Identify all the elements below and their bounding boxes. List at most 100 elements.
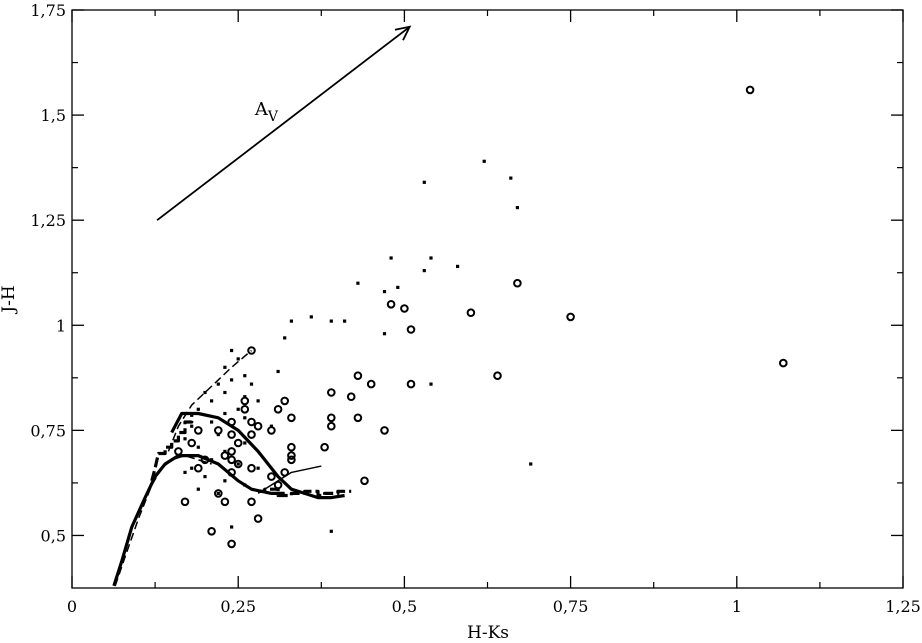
data-point-circle xyxy=(247,430,256,439)
data-point-circle xyxy=(466,308,476,318)
data-point-dot xyxy=(256,399,260,403)
y-axis-title: J-H xyxy=(0,285,19,314)
data-point-circle xyxy=(566,312,575,322)
data-point-circle xyxy=(406,379,416,389)
data-point-circle xyxy=(267,472,276,481)
data-point-circle xyxy=(214,489,223,498)
data-point-circle xyxy=(227,417,236,427)
y-tick-label: 1,25 xyxy=(30,211,66,230)
curves xyxy=(112,349,352,587)
data-point-circle xyxy=(220,451,230,460)
data-point-dot xyxy=(223,365,227,369)
data-point-circle xyxy=(247,463,256,473)
data-point-dot xyxy=(515,206,519,210)
data-point-dot xyxy=(236,462,240,466)
data-point-circle xyxy=(240,396,250,406)
data-point-dot xyxy=(196,445,200,449)
data-point-dot xyxy=(382,290,387,294)
data-point-dot xyxy=(256,466,260,470)
data-point-circle xyxy=(214,426,223,435)
curve-line-dashed-6 xyxy=(167,349,252,452)
data-point-dot xyxy=(289,319,293,323)
data-point-dot xyxy=(230,378,234,382)
data-point-circle xyxy=(327,413,336,423)
y-tick-label: 1,5 xyxy=(41,106,66,125)
points xyxy=(174,85,788,549)
data-point-circle xyxy=(287,455,296,465)
data-point-dot xyxy=(509,176,513,180)
data-point-dot xyxy=(203,390,207,395)
data-point-dot xyxy=(329,319,333,323)
data-point-circle xyxy=(380,426,389,435)
data-point-circle xyxy=(287,413,296,423)
data-point-circle xyxy=(194,463,203,473)
data-point-circle xyxy=(220,497,230,507)
data-point-dot xyxy=(223,479,227,483)
data-point-circle xyxy=(287,451,296,460)
data-point-dot xyxy=(183,470,187,474)
data-point-circle xyxy=(745,85,755,95)
ticks: 0 0,25 0,5 0,75 1 1,25 0,5 0,75 1 1,25 1,5 1,75 xyxy=(30,1,920,616)
data-point-dot xyxy=(243,483,247,487)
data-point-circle xyxy=(267,426,276,435)
data-point-dot xyxy=(389,256,393,260)
data-point-circle xyxy=(327,388,336,397)
x-tick-label: 0,5 xyxy=(392,597,417,616)
data-point-circle xyxy=(346,392,356,402)
data-point-circle xyxy=(233,459,243,469)
data-point-circle xyxy=(273,405,283,414)
data-point-circle xyxy=(287,442,296,452)
data-point-dot xyxy=(223,411,227,416)
data-point-circle xyxy=(187,438,196,448)
data-point-dot xyxy=(216,382,220,386)
data-point-circle xyxy=(406,325,416,334)
data-point-dot xyxy=(269,424,273,428)
data-point-dot xyxy=(356,281,360,285)
data-point-dot xyxy=(236,357,240,361)
data-point-dot xyxy=(249,382,254,386)
y-tick-label: 1,75 xyxy=(30,1,66,20)
data-point-circle xyxy=(320,442,329,452)
x-tick-label: 1,25 xyxy=(885,597,921,616)
data-point-circle xyxy=(227,447,236,456)
data-point-circle xyxy=(174,447,183,456)
data-point-circle xyxy=(247,346,256,355)
data-point-dot xyxy=(243,416,247,420)
data-point-circle xyxy=(327,421,336,431)
data-point-dot xyxy=(196,487,200,491)
data-point-dot xyxy=(276,369,280,374)
data-point-dot xyxy=(216,491,220,495)
data-point-circle xyxy=(360,476,369,486)
data-point-circle xyxy=(386,300,396,309)
data-point-dot xyxy=(223,449,227,453)
data-point-dot xyxy=(329,529,333,533)
data-point-dot xyxy=(210,420,214,424)
data-point-circle xyxy=(253,514,263,523)
data-point-circle xyxy=(247,497,256,507)
data-point-dot xyxy=(190,424,194,428)
x-axis-title: H-Ks xyxy=(467,623,509,643)
data-point-circle xyxy=(280,396,290,406)
data-point-circle xyxy=(240,405,250,414)
data-point-dot xyxy=(529,462,533,466)
data-point-circle xyxy=(353,371,363,381)
data-point-circle xyxy=(353,413,363,423)
data-point-dot xyxy=(216,433,220,437)
data-point-circle xyxy=(194,426,203,435)
data-point-circle xyxy=(400,304,409,313)
data-point-dot xyxy=(210,458,214,462)
data-point-dot xyxy=(429,382,433,386)
data-point-dot xyxy=(183,437,187,441)
x-tick-label: 0,25 xyxy=(220,597,256,616)
data-point-dot xyxy=(210,399,214,403)
x-tick-label: 0,75 xyxy=(553,597,589,616)
data-point-circle xyxy=(180,497,190,507)
data-point-dot xyxy=(196,407,200,411)
x-tick-label: 1 xyxy=(732,597,742,616)
curve-line-dashed-stepped-7 xyxy=(150,413,194,482)
data-point-dot xyxy=(190,466,194,470)
data-point-circle xyxy=(513,278,522,288)
data-point-circle xyxy=(207,527,216,536)
data-point-circle xyxy=(493,371,502,381)
